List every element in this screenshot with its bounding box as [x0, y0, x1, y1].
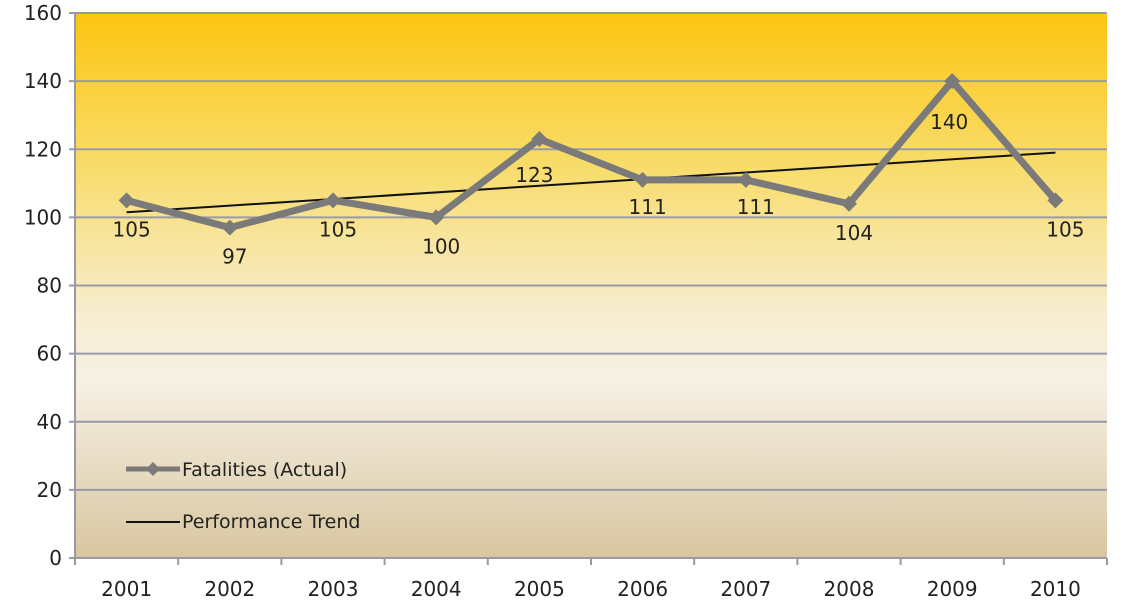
- performance-trend-line: [126, 151, 1056, 214]
- x-tick-label: 2008: [824, 577, 875, 601]
- y-tick-label: 120: [24, 137, 62, 161]
- fatalities-series: [118, 73, 1064, 236]
- y-tick-label: 100: [24, 205, 62, 229]
- data-label: 140: [930, 110, 968, 134]
- fatalities-point-marker: [221, 219, 238, 236]
- y-tick-label: 40: [37, 410, 62, 434]
- data-label: 111: [737, 195, 775, 219]
- x-tick-label: 2007: [720, 577, 771, 601]
- y-axis-tick-labels: 0 20 40 60 80 100 120 140 160: [24, 1, 62, 570]
- y-tick-label: 60: [37, 342, 62, 366]
- data-label: 100: [422, 234, 460, 258]
- y-tick-label: 20: [37, 478, 62, 502]
- data-label: 105: [1046, 217, 1084, 241]
- fatalities-point-marker: [841, 195, 857, 212]
- fatalities-point-marker: [428, 209, 445, 226]
- x-tick-label: 2005: [514, 577, 565, 601]
- fatalities-point-marker: [531, 131, 548, 148]
- data-labels: 105 97 105 100 123 111 111 104 140 105: [113, 110, 1085, 268]
- trend-line-segment: [126, 151, 1056, 214]
- fatalities-point-marker: [944, 73, 961, 90]
- x-tick-label: 2004: [411, 577, 462, 601]
- x-axis-tick-labels: 2001 2002 2003 2004 2005 2006 2007 2008 2009 2010: [101, 577, 1081, 601]
- x-tick-label: 2001: [101, 577, 152, 601]
- x-tick-label: 2002: [204, 577, 255, 601]
- y-tick-label: 0: [49, 546, 62, 570]
- x-tick-label: 2006: [617, 577, 668, 601]
- legend: Fatalities (Actual) Performance Trend: [126, 459, 360, 533]
- data-label: 111: [629, 195, 667, 219]
- x-tick-label: 2003: [308, 577, 359, 601]
- data-label: 97: [222, 245, 247, 269]
- legend-trend-label: Performance Trend: [182, 511, 360, 533]
- x-tick-label: 2010: [1030, 577, 1081, 601]
- data-label: 105: [319, 217, 357, 241]
- data-label: 104: [835, 221, 873, 245]
- fatalities-point-marker: [737, 171, 754, 188]
- x-tick-label: 2009: [927, 577, 978, 601]
- legend-fatalities-label: Fatalities (Actual): [182, 459, 347, 481]
- y-tick-label: 140: [24, 69, 62, 93]
- data-label: 123: [515, 163, 553, 187]
- axes: [69, 12, 1108, 565]
- gridlines: [75, 12, 1107, 491]
- legend-fatalities-swatch-marker: [146, 462, 160, 476]
- y-tick-label: 160: [24, 1, 62, 25]
- fatalities-point-marker: [325, 192, 341, 209]
- fatalities-point-marker: [118, 192, 135, 209]
- fatalities-point-marker: [634, 171, 651, 188]
- data-label: 105: [113, 217, 151, 241]
- fatalities-point-marker: [1047, 192, 1064, 209]
- fatalities-line: [125, 77, 1059, 232]
- y-tick-label: 80: [37, 274, 62, 298]
